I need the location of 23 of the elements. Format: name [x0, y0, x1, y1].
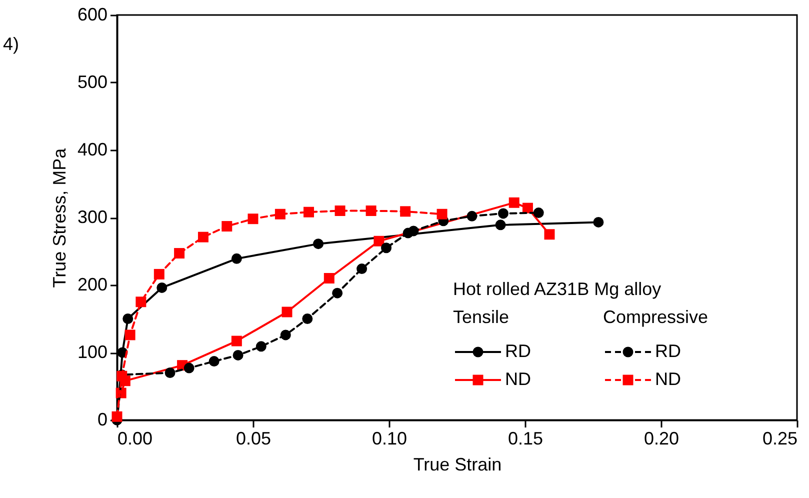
y-tick-label: 400	[77, 140, 108, 160]
y-tick-label: 500	[77, 72, 108, 92]
x-tick-label: 0.20	[644, 428, 680, 448]
text: 4)	[3, 34, 20, 54]
y-tick-label: 100	[77, 342, 108, 362]
legend-title: Hot rolled AZ31B Mg alloy	[453, 279, 662, 299]
y-tick-label: 0	[97, 410, 108, 430]
legend-label: ND	[505, 369, 531, 389]
y-tick-label: 600	[77, 4, 108, 24]
legend-label: RD	[655, 341, 681, 361]
x-tick-label: 0.25	[762, 428, 798, 448]
x-axis-title: True Strain	[413, 454, 502, 474]
x-tick-label: 0.05	[236, 428, 272, 448]
x-tick-label: 0.10	[372, 428, 408, 448]
x-tick-label: 0.15	[508, 428, 544, 448]
x-tick-label: 0.00	[118, 428, 153, 448]
legend-label: ND	[655, 369, 681, 389]
annotation: Tensile	[453, 307, 510, 327]
y-axis-title: True Stress, MPa	[49, 147, 70, 288]
annotation: Compressive	[603, 307, 708, 327]
legend-label: RD	[505, 341, 531, 361]
y-tick-label: 300	[77, 207, 108, 227]
y-tick-label: 200	[77, 274, 108, 294]
